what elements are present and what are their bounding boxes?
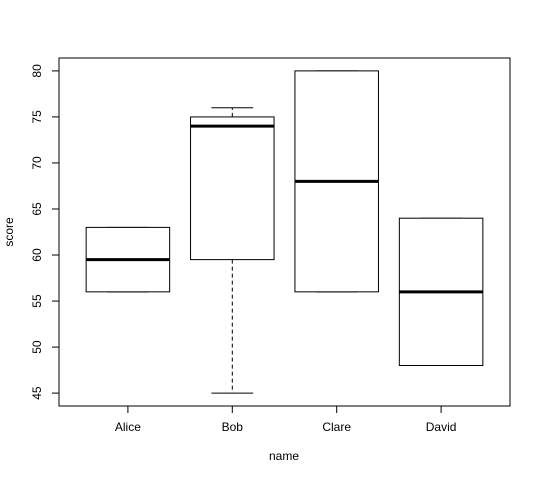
y-tick-label: 55	[30, 294, 44, 308]
box	[190, 116, 275, 261]
x-tick-label: Clare	[322, 420, 351, 434]
y-tick-label: 80	[30, 64, 44, 78]
x-tick-label: Bob	[222, 420, 244, 434]
y-tick-label: 60	[30, 248, 44, 262]
y-tick-label: 65	[30, 202, 44, 216]
y-tick-label: 70	[30, 156, 44, 170]
x-tick-label: Alice	[115, 420, 141, 434]
y-tick-label: 50	[30, 340, 44, 354]
y-tick-label: 45	[30, 386, 44, 400]
y-tick-label: 75	[30, 110, 44, 124]
y-axis-label: score	[2, 217, 16, 247]
x-axis-label: name	[269, 449, 299, 463]
x-tick-label: David	[426, 420, 457, 434]
